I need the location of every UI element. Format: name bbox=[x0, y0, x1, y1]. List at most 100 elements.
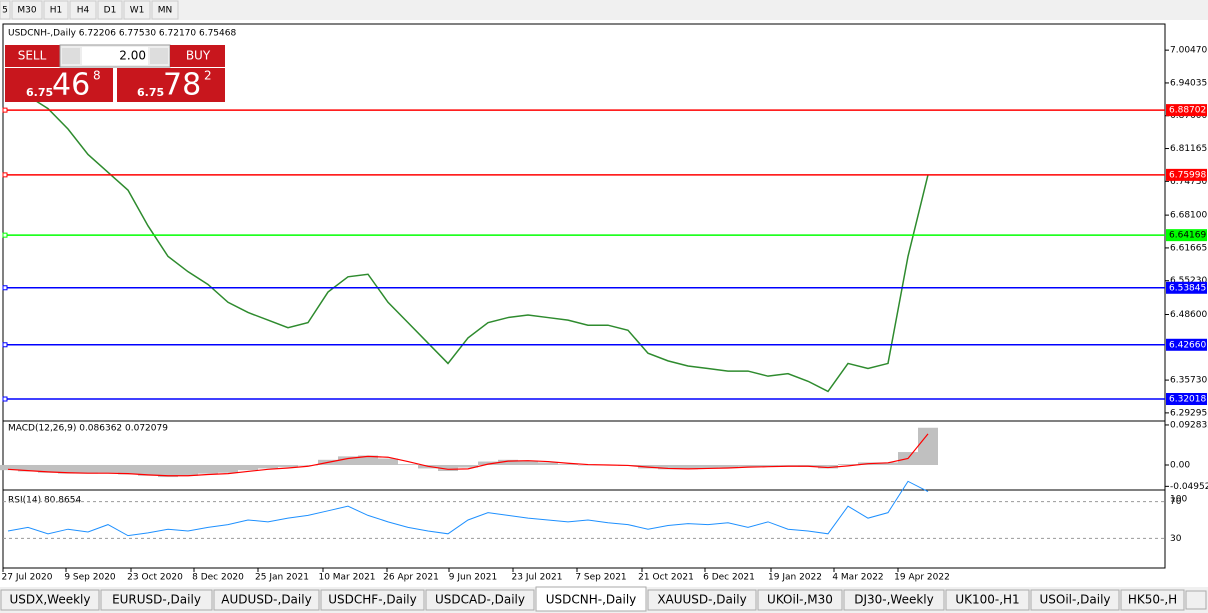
macd-bar bbox=[698, 464, 718, 469]
y-tick-label: 6.29295 bbox=[1170, 408, 1207, 418]
macd-bar bbox=[718, 464, 738, 468]
x-tick-label: 26 Apr 2021 bbox=[383, 573, 439, 583]
tab-label[interactable]: HK50-,H bbox=[1128, 593, 1177, 607]
tab-label[interactable]: DJ30-,Weekly bbox=[854, 593, 934, 607]
timeframe-button[interactable] bbox=[11, 0, 43, 20]
tab-label[interactable]: UKOil-,M30 bbox=[767, 593, 833, 607]
sell-button[interactable] bbox=[5, 45, 60, 67]
timeframe-label[interactable]: W1 bbox=[130, 6, 145, 16]
tab[interactable] bbox=[320, 589, 425, 611]
bid-panel[interactable] bbox=[5, 68, 113, 102]
x-tick-label: 19 Jan 2022 bbox=[768, 573, 822, 583]
macd-bar bbox=[678, 464, 698, 470]
y-tick-label: 6.87600 bbox=[1170, 111, 1207, 121]
timeframe-label[interactable]: MN bbox=[158, 6, 173, 16]
ask-panel[interactable] bbox=[117, 68, 225, 102]
level-label: 6.42660 bbox=[1169, 340, 1206, 350]
timeframe-button[interactable] bbox=[0, 0, 11, 20]
tab[interactable] bbox=[843, 589, 945, 611]
timeframe-label[interactable]: H4 bbox=[77, 6, 90, 16]
tab-label[interactable]: USDCHF-,Daily bbox=[328, 593, 416, 607]
tab[interactable] bbox=[535, 586, 647, 612]
level-handle bbox=[2, 396, 8, 402]
macd-bar bbox=[158, 464, 178, 478]
level-label: 6.53845 bbox=[1169, 283, 1206, 293]
tab-label[interactable]: USDX,Weekly bbox=[10, 593, 91, 607]
macd-bar bbox=[778, 464, 798, 466]
y-tick-label: 7.00470 bbox=[1170, 46, 1207, 56]
tab-scroll[interactable] bbox=[1185, 590, 1207, 610]
tab[interactable] bbox=[945, 589, 1030, 611]
sell-label[interactable]: SELL bbox=[18, 49, 47, 63]
x-tick-label: 7 Sep 2021 bbox=[575, 573, 626, 583]
tab-label[interactable]: USDCNH-,Daily bbox=[546, 593, 637, 607]
macd-bar bbox=[78, 464, 98, 474]
lots-input[interactable] bbox=[82, 47, 148, 65]
timeframe-button[interactable] bbox=[97, 0, 123, 20]
tab[interactable] bbox=[757, 589, 843, 611]
timeframe-label[interactable]: M30 bbox=[17, 6, 36, 16]
tab-label[interactable]: XAUUSD-,Daily bbox=[657, 593, 746, 607]
y-tick-label: 6.55230 bbox=[1170, 276, 1207, 286]
timeframe-button[interactable] bbox=[123, 0, 151, 20]
macd-label: MACD(12,26,9) 0.086362 0.072079 bbox=[8, 424, 168, 434]
level-label: 6.75998 bbox=[1169, 170, 1206, 180]
macd-bar bbox=[738, 464, 758, 467]
macd-bar bbox=[458, 464, 478, 468]
bid-big: 46 bbox=[52, 68, 90, 103]
symbol-info: USDCNH-,Daily 6.72206 6.77530 6.72170 6.… bbox=[8, 29, 236, 39]
tab-label[interactable]: USDCAD-,Daily bbox=[435, 593, 525, 607]
x-tick-label: 23 Oct 2020 bbox=[127, 573, 183, 583]
rsi-label: RSI(14) 80.8654 bbox=[8, 496, 81, 506]
y-tick-label: 6.48600 bbox=[1170, 310, 1207, 320]
macd-bar bbox=[918, 427, 938, 465]
macd-bar bbox=[818, 464, 838, 469]
tab[interactable] bbox=[1120, 589, 1185, 611]
macd-bar bbox=[118, 464, 138, 475]
tab[interactable] bbox=[425, 589, 535, 611]
tab[interactable] bbox=[100, 589, 213, 611]
timeframe-button[interactable] bbox=[69, 0, 97, 20]
toolbar bbox=[0, 0, 1208, 20]
tab[interactable] bbox=[0, 589, 100, 611]
macd-bar bbox=[538, 462, 558, 465]
y-tick-label: 6.68100 bbox=[1170, 211, 1207, 221]
macd-bar bbox=[198, 464, 218, 474]
tab[interactable] bbox=[1030, 589, 1120, 611]
level-label: 6.32018 bbox=[1169, 395, 1206, 405]
lots-up[interactable] bbox=[150, 48, 168, 64]
macd-bar bbox=[278, 464, 298, 468]
x-tick-label: 19 Apr 2022 bbox=[894, 573, 950, 583]
level-label-box bbox=[1166, 281, 1207, 294]
macd-bar bbox=[518, 460, 538, 465]
y-tick-label: 6.81165 bbox=[1170, 144, 1207, 154]
timeframe-label[interactable]: H1 bbox=[50, 6, 63, 16]
price-line bbox=[7, 87, 929, 393]
x-tick-label: 21 Oct 2021 bbox=[638, 573, 694, 583]
buy-label[interactable]: BUY bbox=[186, 49, 211, 63]
macd-bar bbox=[338, 456, 358, 465]
timeframe-button[interactable] bbox=[151, 0, 179, 20]
timeframe-label[interactable]: 5 bbox=[2, 6, 8, 16]
macd-bar bbox=[358, 455, 378, 465]
x-tick-label: 8 Dec 2020 bbox=[192, 573, 244, 583]
level-label-box bbox=[1166, 393, 1207, 406]
tab-label[interactable]: USOil-,Daily bbox=[1039, 593, 1110, 607]
macd-bar bbox=[578, 464, 598, 466]
timeframe-label[interactable]: D1 bbox=[104, 6, 117, 16]
y-tick-label: 6.74730 bbox=[1170, 177, 1207, 187]
timeframe-button[interactable] bbox=[43, 0, 69, 20]
buy-button[interactable] bbox=[170, 45, 225, 67]
tab-label[interactable]: EURUSD-,Daily bbox=[112, 593, 201, 607]
ask-small: 2 bbox=[204, 69, 212, 83]
tab-label[interactable]: AUDUSD-,Daily bbox=[221, 593, 311, 607]
y-tick-label: 0.092832 bbox=[1170, 420, 1208, 430]
tab[interactable] bbox=[213, 589, 320, 611]
tab-label[interactable]: UK100-,H1 bbox=[955, 593, 1019, 607]
lots-down[interactable] bbox=[62, 48, 80, 64]
level-handle bbox=[2, 232, 8, 238]
y-tick-label: 0.00 bbox=[1170, 460, 1190, 470]
lots-value[interactable]: 2.00 bbox=[119, 49, 146, 63]
tab[interactable] bbox=[647, 589, 757, 611]
